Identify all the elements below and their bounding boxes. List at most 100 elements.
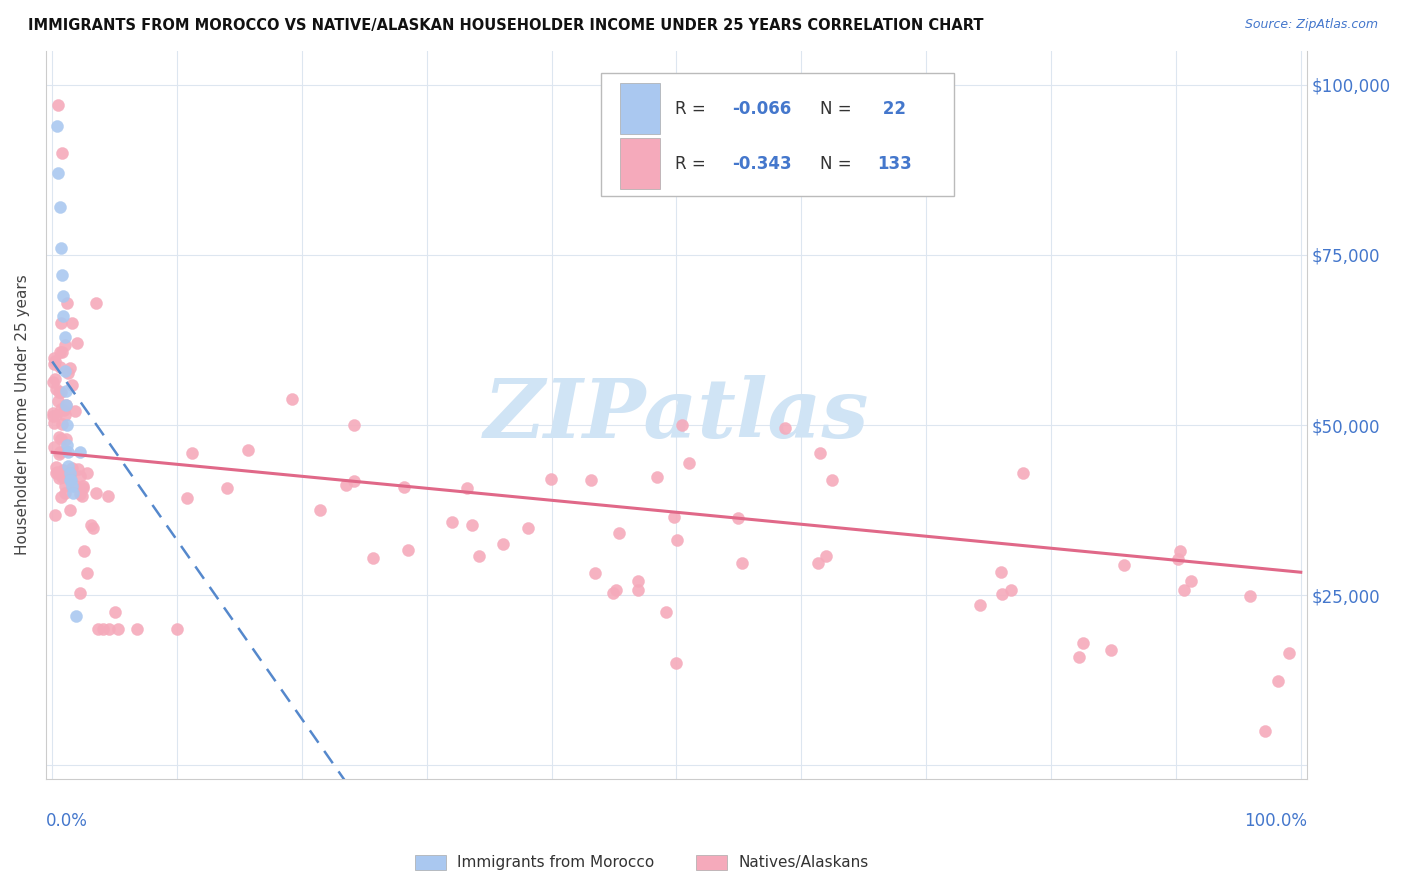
Point: [731, 556, 754, 570]
Point: [49, 384, 72, 399]
Point: [91, 622, 114, 636]
Text: ZIPatlas: ZIPatlas: [484, 375, 869, 455]
Point: [42, 406, 65, 420]
Point: [440, 515, 463, 529]
Point: [97, 489, 120, 503]
Point: [1278, 646, 1301, 660]
Point: [42, 357, 65, 371]
Point: [666, 533, 689, 547]
Point: [583, 566, 606, 581]
Point: [48, 394, 70, 409]
Point: [540, 472, 562, 486]
Point: [51, 417, 73, 431]
Point: [627, 583, 650, 598]
Point: [461, 517, 484, 532]
Point: [456, 482, 478, 496]
Point: [55, 398, 77, 412]
Point: [60, 316, 83, 330]
Point: [1112, 558, 1135, 572]
Point: [51, 145, 73, 160]
Point: [48, 430, 70, 444]
Point: [176, 491, 198, 506]
Point: [655, 605, 678, 619]
Point: [125, 622, 148, 636]
Text: 22: 22: [877, 100, 905, 118]
Point: [53, 408, 76, 422]
Point: [84, 295, 107, 310]
Point: [48, 98, 70, 112]
Text: 0.0%: 0.0%: [46, 812, 87, 830]
Point: [55, 398, 77, 412]
Point: [215, 481, 238, 495]
FancyBboxPatch shape: [600, 72, 953, 196]
Point: [44, 372, 66, 386]
Point: [55, 433, 77, 447]
Point: [48, 359, 70, 374]
Point: [56, 418, 79, 433]
Point: [309, 502, 332, 516]
Point: [53, 363, 76, 377]
Point: [48, 447, 70, 461]
Point: [821, 473, 844, 487]
Point: [1254, 724, 1277, 739]
Point: [605, 582, 627, 597]
Point: [492, 536, 515, 550]
Point: [53, 467, 76, 482]
Point: [49, 241, 72, 255]
Point: [42, 351, 65, 365]
Point: [45, 408, 67, 422]
Text: 133: 133: [877, 154, 911, 172]
Point: [52, 403, 75, 417]
Point: [678, 456, 700, 470]
Text: N =: N =: [820, 154, 858, 172]
Point: [1067, 650, 1090, 665]
Point: [1167, 552, 1189, 566]
Point: [69, 487, 91, 501]
Point: [53, 486, 76, 500]
FancyBboxPatch shape: [620, 138, 659, 189]
Point: [107, 622, 129, 636]
Point: [45, 465, 67, 479]
Point: [55, 384, 77, 398]
Text: N =: N =: [820, 100, 858, 118]
Point: [48, 200, 70, 214]
Point: [1239, 590, 1261, 604]
Point: [65, 608, 87, 623]
Point: [65, 479, 87, 493]
Point: [45, 382, 67, 396]
Point: [238, 442, 260, 457]
Point: [65, 404, 87, 418]
Text: R =: R =: [675, 100, 711, 118]
Point: [67, 462, 90, 476]
Point: [468, 549, 491, 563]
Text: R =: R =: [675, 154, 711, 172]
Text: IMMIGRANTS FROM MOROCCO VS NATIVE/ALASKAN HOUSEHOLDER INCOME UNDER 25 YEARS CORR: IMMIGRANTS FROM MOROCCO VS NATIVE/ALASKA…: [28, 18, 984, 33]
Point: [59, 473, 82, 487]
Point: [49, 402, 72, 417]
Point: [49, 490, 72, 504]
Text: Natives/Alaskans: Natives/Alaskans: [738, 855, 869, 870]
Point: [52, 309, 75, 323]
Text: Source: ZipAtlas.com: Source: ZipAtlas.com: [1244, 18, 1378, 31]
Text: -0.066: -0.066: [733, 100, 792, 118]
Point: [1173, 583, 1195, 598]
Point: [991, 586, 1014, 600]
Point: [53, 329, 76, 343]
Point: [662, 510, 685, 524]
Point: [49, 432, 72, 446]
Point: [517, 521, 540, 535]
Point: [48, 166, 70, 180]
Y-axis label: Householder Income Under 25 years: Householder Income Under 25 years: [15, 275, 30, 555]
Point: [72, 482, 94, 496]
Point: [53, 479, 76, 493]
Point: [48, 385, 70, 400]
Point: [72, 479, 94, 493]
Point: [1267, 674, 1289, 689]
Point: [602, 586, 624, 600]
Point: [1170, 544, 1192, 558]
Text: -0.343: -0.343: [733, 154, 792, 172]
Point: [627, 574, 650, 589]
Point: [59, 503, 82, 517]
Point: [343, 417, 366, 432]
Point: [166, 622, 188, 636]
